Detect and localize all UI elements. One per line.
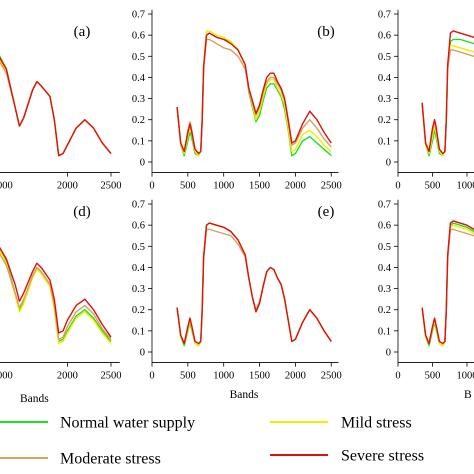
y-tick-label: 0.6 xyxy=(378,31,391,42)
series-line-moderate-stress xyxy=(176,228,332,345)
series-line-severe-stress xyxy=(0,246,112,338)
y-tick-label: 0 xyxy=(386,158,391,169)
y-tick-label: 0.7 xyxy=(378,200,391,211)
panel-label: (b) xyxy=(317,24,335,40)
series-line-severe-stress xyxy=(176,32,332,155)
panel-label: (e) xyxy=(318,204,335,220)
y-tick-label: 0.3 xyxy=(132,284,145,295)
series-line-normal-water-supply xyxy=(421,222,474,347)
series-line-moderate-stress xyxy=(0,253,112,341)
y-tick-label: 0 xyxy=(140,348,145,359)
x-tick-label: 1000 xyxy=(457,181,474,192)
panel-2: 0 500 1000 1500 2000 2500 0 0.1 0.2 0.3 0.4 0.5 0.6 0… xyxy=(132,10,342,192)
y-tick-label: 0.2 xyxy=(378,115,391,126)
series-line-mild-stress xyxy=(0,58,112,157)
series-line-moderate-stress xyxy=(176,38,332,155)
legend-label-severe-stress: Severe stress xyxy=(341,448,424,465)
y-tick-label: 0.7 xyxy=(132,200,145,211)
x-tick-label: 2500 xyxy=(321,371,342,382)
x-tick-label-partial: 000 xyxy=(0,371,13,382)
legend-label-moderate-stress: Moderate stress xyxy=(60,451,161,468)
y-tick-label: 0.3 xyxy=(132,94,145,105)
x-tick-label: 500 xyxy=(425,371,441,382)
x-tick-label: 1000 xyxy=(457,371,474,382)
x-axis-label-left: Bands xyxy=(20,393,49,405)
panel-label: (d) xyxy=(73,204,91,220)
y-tick-label: 0.6 xyxy=(378,221,391,232)
y-tick-label: 0 xyxy=(140,158,145,169)
x-tick-label: 500 xyxy=(425,181,441,192)
x-tick-label: 500 xyxy=(180,371,196,382)
y-tick-label: 0.1 xyxy=(378,326,391,337)
y-tick-label: 0.4 xyxy=(378,73,392,84)
x-tick-label: 2500 xyxy=(321,181,342,192)
y-tick-label: 0.2 xyxy=(378,305,391,316)
series-line-severe-stress xyxy=(421,220,474,345)
y-tick-label: 0.4 xyxy=(132,73,146,84)
panel-label: (a) xyxy=(74,24,91,40)
x-tick-label: 0 xyxy=(149,181,154,192)
x-tick-label: 500 xyxy=(180,181,196,192)
legend-label-normal-water-supply: Normal water supply xyxy=(60,415,195,432)
series-line-severe-stress xyxy=(421,30,474,155)
y-tick-label: 0.5 xyxy=(132,242,145,253)
x-axis-label-center: Bands xyxy=(230,389,259,401)
series-line-mild-stress xyxy=(176,222,332,347)
y-tick-label: 0.1 xyxy=(132,136,145,147)
x-tick-label: 2500 xyxy=(101,371,122,382)
series-line-severe-stress xyxy=(0,56,112,157)
x-tick-label: 2000 xyxy=(57,181,78,192)
panel-4: 2000 2500 000 (d) xyxy=(0,204,122,382)
y-tick-label: 0.3 xyxy=(378,94,391,105)
y-tick-label: 0.1 xyxy=(378,136,391,147)
y-tick-label: 0 xyxy=(386,348,391,359)
x-tick-label: 0 xyxy=(395,181,400,192)
x-tick-label: 1500 xyxy=(249,181,270,192)
y-tick-label: 0.3 xyxy=(378,284,391,295)
y-tick-label: 0.4 xyxy=(378,263,392,274)
x-tick-label: 0 xyxy=(149,371,154,382)
y-tick-label: 0.5 xyxy=(132,52,145,63)
x-axis-label-right-partial: B xyxy=(464,389,472,401)
y-tick-label: 0.5 xyxy=(378,52,391,63)
y-tick-label: 0.6 xyxy=(132,221,145,232)
y-tick-label: 0.2 xyxy=(132,115,145,126)
panel-5: 0 500 1000 1500 2000 2500 0 0.1 0.2 0.3 0.4 0.5 0.6 0… xyxy=(132,200,342,382)
x-tick-label: 1000 xyxy=(213,371,234,382)
x-tick-label: 2000 xyxy=(285,181,306,192)
y-tick-label: 0.5 xyxy=(378,242,391,253)
series-line-normal-water-supply xyxy=(176,32,332,157)
x-tick-label: 2500 xyxy=(101,181,122,192)
y-tick-label: 0.1 xyxy=(132,326,145,337)
y-tick-label: 0.4 xyxy=(132,263,146,274)
series-line-normal-water-supply xyxy=(176,222,332,347)
y-tick-label: 0.7 xyxy=(132,10,145,21)
x-tick-label: 2000 xyxy=(285,371,306,382)
x-tick-label: 2000 xyxy=(57,371,78,382)
x-tick-label: 0 xyxy=(395,371,400,382)
y-tick-label: 0.7 xyxy=(378,10,391,21)
x-tick-label: 1500 xyxy=(249,371,270,382)
y-tick-label: 0.2 xyxy=(132,305,145,316)
series-line-moderate-stress xyxy=(0,61,112,157)
series-line-normal-water-supply xyxy=(0,247,112,343)
panel-3: 0 500 1000 0 0.1 0.2 0.3 0.4 0.5 0.6 0.7 xyxy=(378,10,474,192)
series-line-normal-water-supply xyxy=(0,55,112,157)
legend: Normal water supply Mild stress Moderate s… xyxy=(0,415,424,468)
x-tick-label-partial: 000 xyxy=(0,181,13,192)
y-tick-label: 0.6 xyxy=(132,31,145,42)
series-line-severe-stress xyxy=(176,222,332,345)
panel-6: 0 500 1000 0 0.1 0.2 0.3 0.4 0.5 0.6 0.7 xyxy=(378,200,474,382)
legend-label-mild-stress: Mild stress xyxy=(341,415,412,432)
panel-1: 2000 2500 000 (a) xyxy=(0,24,122,192)
x-tick-label: 1000 xyxy=(213,181,234,192)
